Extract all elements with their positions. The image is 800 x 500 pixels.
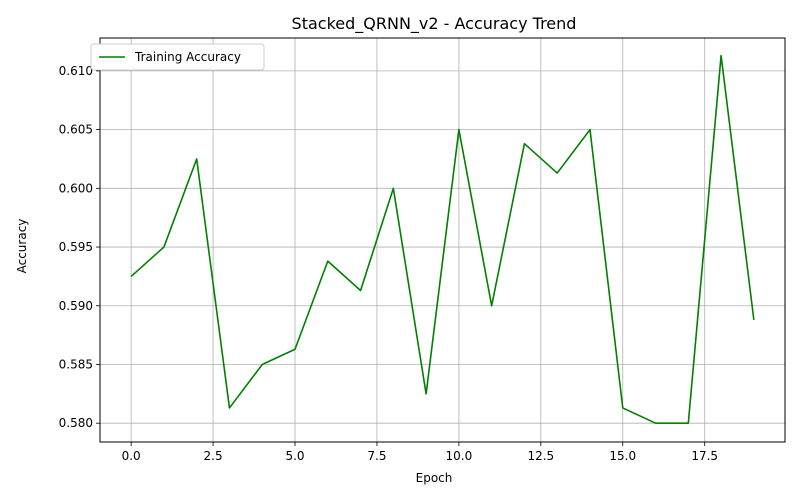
- x-tick-label: 2.5: [204, 449, 223, 463]
- x-tick-label: 7.5: [367, 449, 386, 463]
- series-line: [130, 54, 755, 425]
- plot-lines: [130, 54, 755, 425]
- ticks: 0.0 2.5 5.0 7.5 10.0 12.5 15.0 17.5 0.580 0.585 0.…: [59, 64, 718, 463]
- chart-title: Stacked_QRNN_v2 - Accuracy Trend: [292, 14, 577, 34]
- x-tick-label: 15.0: [609, 449, 636, 463]
- x-tick-label: 5.0: [285, 449, 304, 463]
- y-tick-label: 0.610: [59, 64, 93, 78]
- legend-box: [90, 43, 265, 71]
- legend-label: Training Accuracy: [134, 50, 241, 64]
- x-tick-label: 0.0: [122, 449, 141, 463]
- plot-frame: [99, 37, 786, 443]
- x-tick-label: 12.5: [527, 449, 554, 463]
- legend: Training Accuracy: [90, 43, 265, 71]
- y-tick-label: 0.585: [59, 357, 93, 371]
- y-tick-label: 0.605: [59, 123, 93, 137]
- x-tick-label: 17.5: [691, 449, 718, 463]
- y-axis-label: Accuracy: [15, 219, 29, 274]
- y-tick-label: 0.590: [59, 299, 93, 313]
- y-tick-label: 0.595: [59, 240, 93, 254]
- y-tick-label: 0.600: [59, 181, 93, 195]
- y-tick-label: 0.580: [59, 416, 93, 430]
- grid: [100, 38, 785, 442]
- x-axis-label: Epoch: [416, 471, 453, 485]
- x-tick-label: 10.0: [446, 449, 473, 463]
